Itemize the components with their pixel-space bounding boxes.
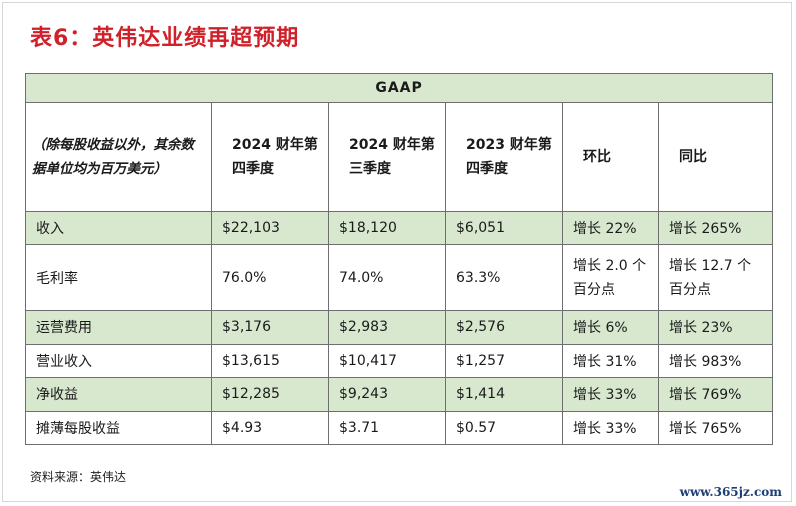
watermark: www.365jz.com xyxy=(679,485,782,499)
table-cell: $2,576 xyxy=(445,310,563,345)
table-cell: $9,243 xyxy=(328,377,446,412)
table-cell: $3.71 xyxy=(328,410,446,445)
table-row: 运营费用 $3,176 $2,983 $2,576 增长 6% 增长 23% xyxy=(25,310,774,345)
row-label: 运营费用 xyxy=(25,310,212,345)
table-row: 毛利率 76.0% 74.0% 63.3% 增长 2.0 个百分点 增长 12.7 个百分… xyxy=(25,244,774,312)
table-cell: 增长 12.7 个百分点 xyxy=(657,244,774,312)
table-cell: 增长 23% xyxy=(657,310,774,345)
table-cell: $3,176 xyxy=(211,310,329,345)
table-row: 摊薄每股收益 $4.93 $3.71 $0.57 增长 33% 增长 765% xyxy=(25,410,774,445)
table-cell: $10,417 xyxy=(328,343,446,379)
source-note: 资料来源：英伟达 xyxy=(30,470,127,484)
column-header: 2024 财年第四季度 xyxy=(211,102,329,213)
table-cell: 增长 22% xyxy=(562,211,659,246)
units-note: （除每股收益以外，其余数据单位均为百万美元） xyxy=(25,102,212,213)
table-cell: $4.93 xyxy=(211,410,329,445)
table-cell: $12,285 xyxy=(211,377,329,412)
table-row: 收入 $22,103 $18,120 $6,051 增长 22% 增长 265% xyxy=(25,211,774,246)
table-cell: $18,120 xyxy=(328,211,446,246)
column-header-row: （除每股收益以外，其余数据单位均为百万美元） 2024 财年第四季度 2024 … xyxy=(25,102,774,213)
table-cell: 增长 33% xyxy=(562,410,659,445)
table-cell: 74.0% xyxy=(328,244,446,312)
table-row: 净收益 $12,285 $9,243 $1,414 增长 33% 增长 769% xyxy=(25,377,774,412)
table-cell: $6,051 xyxy=(445,211,563,246)
table-cell: 增长 765% xyxy=(657,410,774,445)
row-label: 营业收入 xyxy=(25,343,212,379)
row-label: 摊薄每股收益 xyxy=(25,410,212,445)
gaap-header: GAAP xyxy=(24,72,774,104)
table-cell: 增长 6% xyxy=(562,310,659,345)
row-label: 净收益 xyxy=(25,377,212,412)
column-header: 2023 财年第四季度 xyxy=(445,102,563,213)
table-cell: 增长 31% xyxy=(562,343,659,379)
table-cell: $1,257 xyxy=(445,343,563,379)
table-row: 营业收入 $13,615 $10,417 $1,257 增长 31% 增长 983% xyxy=(25,343,774,379)
table-cell: 增长 33% xyxy=(562,377,659,412)
column-header: 2024 财年第三季度 xyxy=(328,102,446,213)
row-label: 毛利率 xyxy=(25,244,212,312)
column-header: 同比 xyxy=(657,102,774,213)
table-cell: $0.57 xyxy=(445,410,563,445)
table-cell: 增长 2.0 个百分点 xyxy=(562,244,659,312)
table-cell: 76.0% xyxy=(211,244,329,312)
table-cell: $1,414 xyxy=(445,377,563,412)
page-title: 表6：英伟达业绩再超预期 xyxy=(30,26,300,51)
table-cell: 增长 983% xyxy=(657,343,774,379)
table-cell: 63.3% xyxy=(445,244,563,312)
table-cell: 增长 769% xyxy=(657,377,774,412)
column-header: 环比 xyxy=(562,102,659,213)
table-cell: $2,983 xyxy=(328,310,446,345)
row-label: 收入 xyxy=(25,211,212,246)
gaap-results-table: GAAP （除每股收益以外，其余数据单位均为百万美元） 2024 财年第四季度 … xyxy=(24,72,774,445)
table-cell: $13,615 xyxy=(211,343,329,379)
table-cell: 增长 265% xyxy=(657,211,774,246)
table-cell: $22,103 xyxy=(211,211,329,246)
